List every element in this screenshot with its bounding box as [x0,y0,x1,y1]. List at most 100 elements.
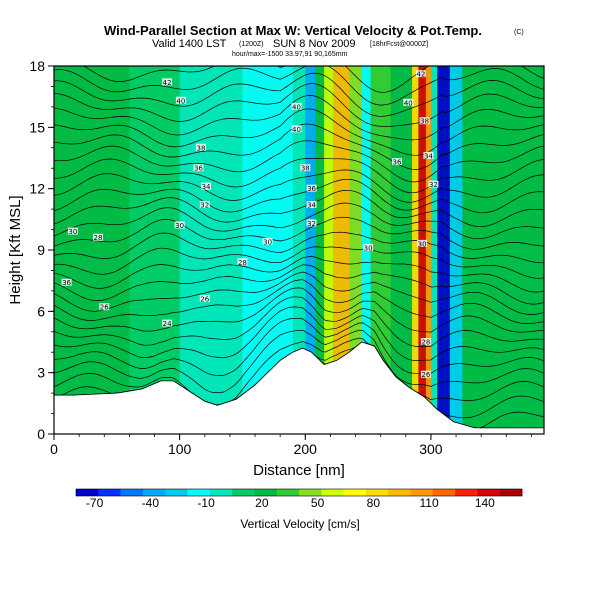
colorbar-swatch-14 [388,489,411,496]
isentrope-8 [54,279,544,324]
svg-text:32: 32 [307,220,316,228]
isentrope-5 [54,306,544,361]
colorbar-swatch-2 [120,489,144,496]
isentrope-11 [54,256,544,293]
colorbar-swatch-16 [432,489,456,496]
velocity-band-19 [462,66,544,434]
contour-label-19: 34 [306,201,317,210]
contour-label-17: 38 [300,164,311,173]
x-axis-label: Distance [nm] [253,462,345,479]
velocity-band-8 [332,66,350,434]
contour-label-8: 30 [174,221,185,230]
contour-label-3: 26 [199,295,210,304]
svg-text:36: 36 [307,185,316,193]
velocity-band-18 [449,66,463,434]
svg-text:30: 30 [263,238,272,246]
x-tick-label-100: 100 [168,441,192,457]
colorbar-swatch-12 [343,489,367,496]
isentrope-27 [82,66,544,93]
velocity-band-16 [430,66,438,434]
x-axis: 0 100 200 300 [50,434,532,457]
x-tick-label-200: 200 [294,441,318,457]
y-tick-label-9: 9 [37,242,45,258]
velocity-band-2 [179,66,243,434]
location-info: hour/max=-1500 33.97,91 90,165mm [232,51,348,58]
svg-text:40: 40 [176,97,185,105]
y-tick-label-0: 0 [37,426,45,442]
svg-text:30: 30 [68,228,77,236]
colorbar-swatch-10 [299,489,322,496]
isentrope-15 [54,202,544,240]
velocity-band-4 [292,66,306,434]
contour-label-4: 28 [237,258,248,267]
contour-label-26: 32 [428,180,439,189]
colorbar-swatch-15 [410,489,434,496]
velocity-band-7 [324,66,334,434]
svg-text:26: 26 [421,371,430,379]
isentrope-22 [54,108,544,156]
velocity-band-12 [390,66,413,434]
isentrope-26 [54,66,544,106]
copyright-mark: (C) [514,29,524,36]
isentrope-13 [54,231,544,264]
svg-text:38: 38 [420,118,429,126]
colorbar-swatch-13 [365,489,389,496]
contour-label-14: 42 [162,78,173,87]
valid-time-prefix: Valid 1400 LST [152,38,227,50]
contour-label-2: 24 [162,319,173,328]
svg-text:36: 36 [393,159,402,167]
contour-label-11: 36 [193,164,204,173]
svg-text:38: 38 [197,144,206,152]
y-tick-label-15: 15 [29,119,45,135]
svg-text:28: 28 [94,234,103,242]
isentrope-4 [54,317,544,376]
svg-text:34: 34 [202,183,211,191]
colorbar-swatch-17 [455,489,478,496]
colorbar-swatch-6 [209,489,233,496]
velocity-band-0 [54,66,130,434]
contour-label-0: 36 [61,278,72,287]
contour-label-23: 40 [403,98,414,107]
svg-text:34: 34 [307,202,316,210]
colorbar-tick-20: 20 [255,496,269,510]
isentrope-16 [54,189,544,228]
svg-text:42: 42 [416,71,425,79]
contour-label-28: 28 [420,338,431,347]
contour-label-10: 34 [201,182,212,191]
colorbar-tick--70: -70 [86,496,104,510]
contour-label-1: 26 [99,303,110,312]
colorbar-tick--10: -10 [197,496,215,510]
contour-labels: 36 26 24 26 28 30 28 30 30 32 34 36 38 40 42 40 40 38 36 34… [61,70,439,379]
colorbar-swatch-18 [477,489,500,496]
colorbar-tick-80: 80 [367,496,381,510]
velocity-band-13 [412,66,419,434]
contour-label-29: 26 [420,370,431,379]
colorbar-swatch-4 [165,489,188,496]
isentrope-24 [54,83,544,127]
isentrope-12 [54,246,544,279]
svg-text:40: 40 [292,126,301,134]
svg-text:28: 28 [238,259,247,267]
velocity-band-6 [315,66,325,434]
contour-label-12: 38 [196,143,206,152]
velocity-band-14 [418,66,427,434]
valid-time-utc: (1200Z) [239,41,264,48]
svg-text:36: 36 [62,279,71,287]
svg-text:32: 32 [429,181,438,189]
colorbar-swatch-8 [254,489,277,496]
svg-text:26: 26 [200,296,209,304]
colorbar-tick-50: 50 [311,496,325,510]
colorbar-swatch-7 [232,489,255,496]
y-tick-label-3: 3 [37,365,45,381]
colorbar-label: Vertical Velocity [cm/s] [240,517,359,531]
svg-text:26: 26 [100,304,109,312]
isentrope-20 [54,140,544,183]
svg-text:40: 40 [292,103,301,111]
contour-label-18: 36 [306,184,317,193]
isentrope-18 [54,169,544,203]
velocity-band-15 [425,66,432,434]
svg-text:28: 28 [421,339,430,347]
svg-text:36: 36 [194,165,203,173]
y-tick-label-12: 12 [29,181,45,197]
